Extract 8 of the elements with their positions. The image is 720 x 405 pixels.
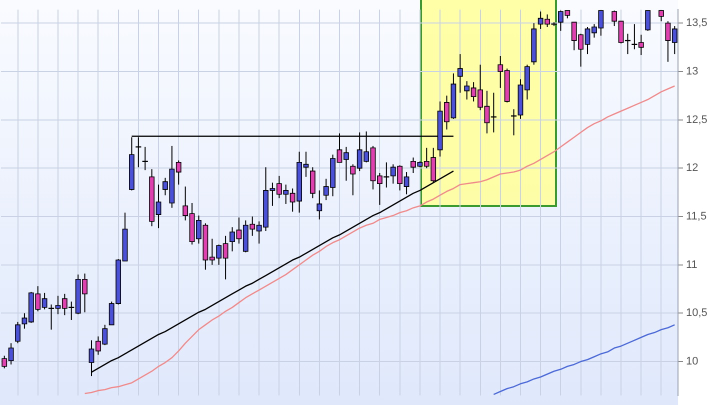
y-tick-label: 10 [686,356,698,368]
y-tick-label: 11,5 [686,210,707,223]
y-tick-label: 10,5 [686,307,708,320]
y-tick-label: 12 [686,162,698,174]
y-tick-label: 11 [686,258,698,271]
y-tick-label: 13,5 [686,17,708,30]
y-tick-label: 12,5 [686,114,708,126]
y-tick-label: 13 [686,66,698,78]
